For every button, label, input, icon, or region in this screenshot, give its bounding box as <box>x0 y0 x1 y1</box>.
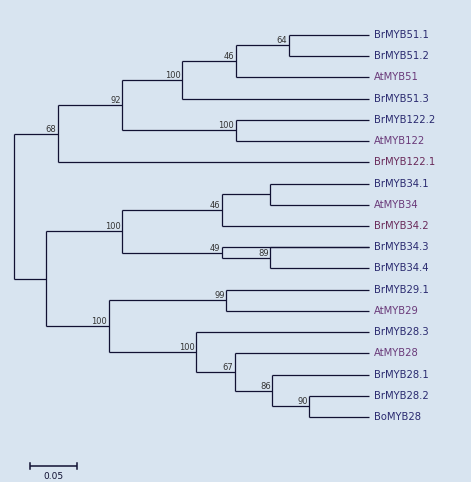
Text: 49: 49 <box>210 243 220 253</box>
Text: 92: 92 <box>111 96 121 105</box>
Text: 100: 100 <box>179 343 195 352</box>
Text: BoMYB28: BoMYB28 <box>374 412 421 422</box>
Text: BrMYB51.1: BrMYB51.1 <box>374 30 429 40</box>
Text: 67: 67 <box>222 363 233 372</box>
Text: BrMYB28.2: BrMYB28.2 <box>374 391 429 401</box>
Text: BrMYB34.3: BrMYB34.3 <box>374 242 429 252</box>
Text: 86: 86 <box>260 382 271 390</box>
Text: BrMYB34.2: BrMYB34.2 <box>374 221 429 231</box>
Text: AtMYB28: AtMYB28 <box>374 348 419 358</box>
Text: 89: 89 <box>258 249 269 258</box>
Text: AtMYB29: AtMYB29 <box>374 306 419 316</box>
Text: BrMYB34.4: BrMYB34.4 <box>374 264 429 273</box>
Text: 100: 100 <box>91 317 107 326</box>
Text: 99: 99 <box>214 291 225 300</box>
Text: AtMYB122: AtMYB122 <box>374 136 425 146</box>
Text: 100: 100 <box>219 121 234 131</box>
Text: 100: 100 <box>106 222 121 231</box>
Text: 90: 90 <box>298 398 308 406</box>
Text: AtMYB51: AtMYB51 <box>374 72 419 82</box>
Text: AtMYB34: AtMYB34 <box>374 200 419 210</box>
Text: BrMYB51.2: BrMYB51.2 <box>374 51 429 61</box>
Text: 64: 64 <box>276 37 287 45</box>
Text: BrMYB34.1: BrMYB34.1 <box>374 178 429 188</box>
Text: BrMYB28.1: BrMYB28.1 <box>374 370 429 380</box>
Text: 100: 100 <box>165 71 181 80</box>
Text: 68: 68 <box>46 125 57 134</box>
Text: 0.05: 0.05 <box>43 472 64 481</box>
Text: 46: 46 <box>224 53 234 61</box>
Text: BrMYB29.1: BrMYB29.1 <box>374 285 429 295</box>
Text: BrMYB122.2: BrMYB122.2 <box>374 115 435 125</box>
Text: BrMYB28.3: BrMYB28.3 <box>374 327 429 337</box>
Text: BrMYB51.3: BrMYB51.3 <box>374 94 429 104</box>
Text: 46: 46 <box>210 201 220 210</box>
Text: BrMYB122.1: BrMYB122.1 <box>374 157 435 167</box>
